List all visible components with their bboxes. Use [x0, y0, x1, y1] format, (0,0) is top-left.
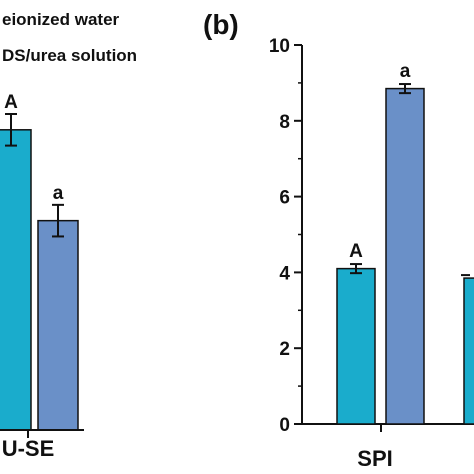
significance-letter-a-2: a [53, 183, 64, 204]
bar-a-1 [0, 129, 32, 431]
panel-b-plot: 0 2 4 6 8 10 Aa [269, 36, 474, 436]
significance-letter-a-1: A [4, 92, 18, 113]
y-tick-label-b-5: 10 [269, 36, 290, 57]
y-tick-label-b-2: 4 [279, 263, 290, 284]
legend-label-2: DS/urea solution [2, 46, 137, 65]
x-category-label-a: U-SE [2, 436, 55, 461]
y-tick-label-b-4: 8 [279, 112, 290, 133]
significance-letter-b-1: A [349, 241, 363, 262]
bar-b-partial [463, 277, 474, 425]
panel-label-b: (b) [203, 9, 239, 40]
legend: eionized water DS/urea solution [2, 10, 137, 65]
bar-b-1 [336, 267, 376, 425]
y-tick-label-b-3: 6 [279, 188, 290, 209]
significance-letter-b-2: a [400, 61, 411, 82]
y-tick-label-b-1: 2 [279, 339, 290, 360]
x-category-label-b: SPI [357, 446, 392, 471]
bar-b-2 [385, 87, 425, 425]
bar-a-2 [37, 219, 79, 431]
panel-a-plot: Aa [0, 92, 84, 438]
y-tick-label-b-0: 0 [279, 415, 290, 436]
legend-label-1: eionized water [2, 10, 120, 29]
